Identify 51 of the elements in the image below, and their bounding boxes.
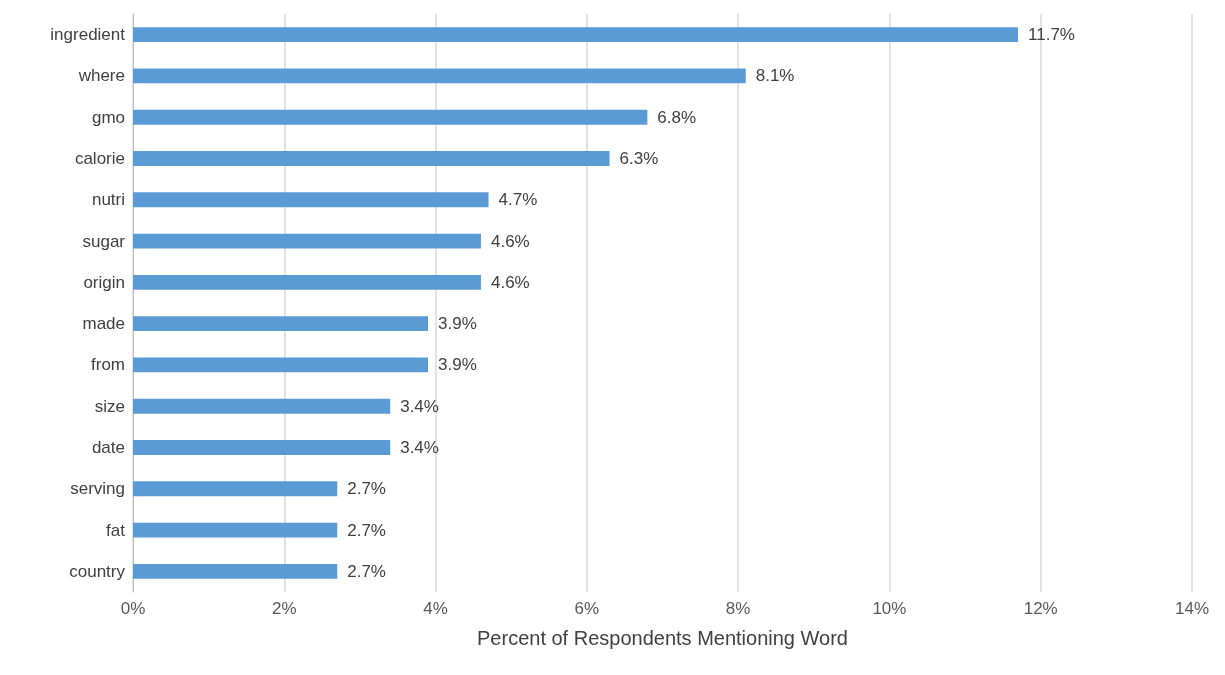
y-tick-label: calorie (74, 149, 125, 168)
x-tick-label: 14% (1174, 599, 1210, 618)
x-tick-label: 6% (574, 599, 600, 618)
bar (133, 192, 489, 208)
bar (133, 481, 338, 497)
data-label: 6.3% (619, 149, 659, 168)
data-label: 2.7% (347, 520, 386, 540)
y-tick-label: where (77, 66, 125, 86)
bar (133, 27, 1019, 43)
data-label: 11.7% (1028, 25, 1075, 45)
data-label: 4.6% (490, 272, 530, 292)
data-label: 3.4% (400, 438, 439, 457)
y-tick-label: ingredient (50, 25, 126, 45)
bar (133, 109, 648, 125)
y-tick-label: size (94, 396, 125, 416)
y-tick-label: date (91, 438, 125, 457)
data-label: 3.9% (438, 355, 477, 375)
data-label: 6.8% (657, 107, 697, 127)
y-tick-label: origin (83, 272, 125, 292)
data-label: 3.4% (400, 396, 439, 416)
bar (133, 151, 610, 166)
y-tick-label: sugar (82, 231, 126, 251)
bar (133, 68, 746, 84)
x-tick-label: 12% (1023, 599, 1058, 618)
bar (133, 522, 338, 538)
y-tick-label: gmo (91, 107, 125, 127)
y-tick-label: fat (106, 520, 126, 540)
bar (133, 274, 481, 290)
y-tick-label: nutri (91, 190, 125, 210)
bar (133, 398, 391, 414)
y-tick-label: from (91, 355, 125, 375)
data-label: 3.9% (438, 314, 477, 334)
data-label: 4.7% (498, 190, 538, 210)
bar (133, 563, 338, 579)
x-tick-label: 8% (725, 599, 751, 618)
x-tick-label: 10% (872, 599, 907, 618)
bar (133, 316, 429, 332)
data-label: 4.6% (490, 231, 530, 251)
bar (133, 233, 481, 249)
x-tick-label: 4% (423, 599, 448, 618)
data-label: 8.1% (755, 66, 795, 86)
bar (133, 357, 429, 373)
y-tick-label: made (82, 314, 125, 334)
y-tick-label: country (69, 561, 126, 581)
y-tick-label: serving (70, 479, 125, 499)
data-label: 2.7% (347, 479, 386, 499)
x-tick-label: 0% (120, 599, 146, 618)
bar (133, 440, 391, 455)
x-tick-label: 2% (272, 599, 297, 618)
x-axis-title: Percent of Respondents Mentioning Word (477, 627, 848, 649)
data-label: 2.7% (347, 561, 386, 581)
